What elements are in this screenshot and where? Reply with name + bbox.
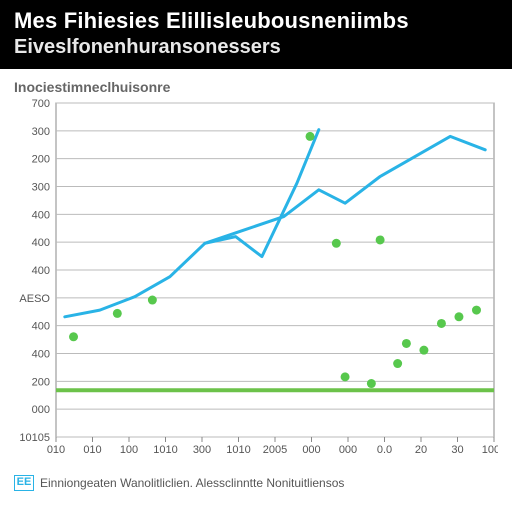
svg-text:300: 300 <box>193 444 211 456</box>
svg-text:10105: 10105 <box>19 432 50 444</box>
chart-svg: 700300200300400400400AESO400400200000101… <box>14 99 498 469</box>
svg-text:000: 000 <box>32 404 50 416</box>
svg-text:700: 700 <box>32 99 50 110</box>
svg-text:1010: 1010 <box>153 444 177 456</box>
svg-text:000: 000 <box>339 444 357 456</box>
svg-text:200: 200 <box>32 154 50 166</box>
svg-text:010: 010 <box>83 444 101 456</box>
svg-text:100: 100 <box>120 444 138 456</box>
title-line1: Mes Fihiesies Elillisleubousneniimbs <box>14 8 498 34</box>
svg-text:400: 400 <box>32 265 50 277</box>
chart: 700300200300400400400AESO400400200000101… <box>14 99 498 469</box>
svg-text:400: 400 <box>32 349 50 361</box>
svg-text:AESO: AESO <box>19 293 50 305</box>
svg-text:2005: 2005 <box>263 444 287 456</box>
svg-text:300: 300 <box>32 182 50 194</box>
chart-subtitle: Inociestimneclhuisonre <box>14 79 512 95</box>
svg-text:0.0: 0.0 <box>377 444 392 456</box>
svg-text:400: 400 <box>32 237 50 249</box>
svg-text:1002: 1002 <box>482 444 498 456</box>
svg-text:010: 010 <box>47 444 65 456</box>
svg-text:200: 200 <box>32 376 50 388</box>
legend: EE Einniongeaten Wanolitliclien. Alesscl… <box>14 475 512 491</box>
svg-text:300: 300 <box>32 126 50 138</box>
legend-swatch-icon: EE <box>14 475 34 491</box>
svg-text:30: 30 <box>451 444 463 456</box>
svg-text:000: 000 <box>302 444 320 456</box>
svg-text:1010: 1010 <box>226 444 250 456</box>
svg-text:400: 400 <box>32 209 50 221</box>
svg-text:20: 20 <box>415 444 427 456</box>
header: Mes Fihiesies Elillisleubousneniimbs Eiv… <box>0 0 512 69</box>
svg-text:400: 400 <box>32 321 50 333</box>
legend-text: Einniongeaten Wanolitliclien. Alessclinn… <box>40 476 344 490</box>
title-line2: Eiveslfonenhuransonessers <box>14 36 498 59</box>
